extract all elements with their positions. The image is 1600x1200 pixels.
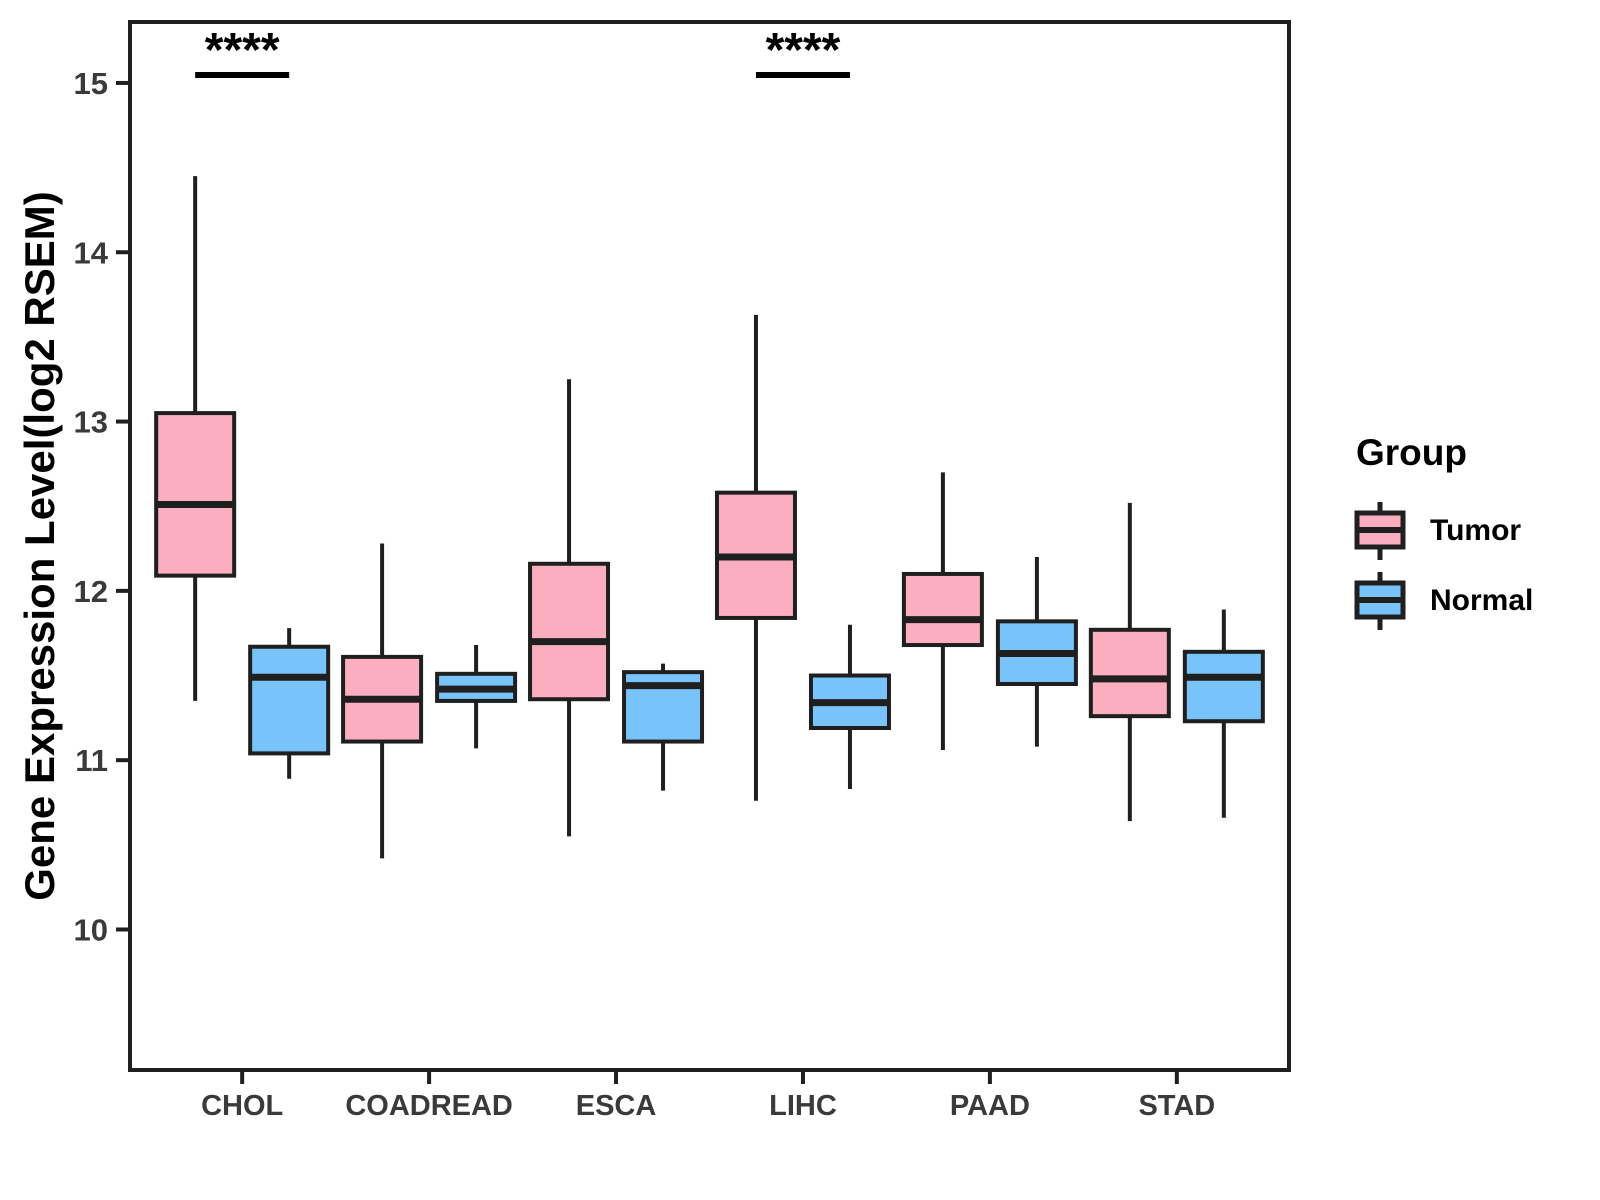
significance-stars-LIHC: **** (766, 24, 841, 77)
y-tick-label: 11 (75, 743, 108, 778)
y-axis-title: Gene Expression Level(log2 RSEM) (16, 191, 63, 901)
box-tumor-ESCA (528, 561, 611, 702)
box-tumor-PAAD (901, 571, 984, 648)
legend: Group Tumor Normal (1352, 432, 1533, 636)
legend-label-normal: Normal (1430, 584, 1534, 617)
legend-label-tumor: Tumor (1430, 514, 1522, 547)
x-tick-label-CHOL: CHOL (201, 1090, 283, 1122)
y-tick-label: 13 (74, 405, 108, 440)
x-tick-label-PAAD: PAAD (950, 1090, 1030, 1122)
legend-entry-tumor: Tumor (1352, 496, 1533, 566)
normal-boxplot-glyph (1354, 572, 1406, 630)
legend-entry-normal: Normal (1352, 566, 1533, 636)
y-tick-label: 10 (74, 912, 108, 947)
y-tick-label: 15 (74, 66, 108, 101)
y-tick-label: 12 (74, 574, 108, 609)
x-tick-label-STAD: STAD (1138, 1090, 1215, 1122)
y-tick-label: 14 (74, 235, 109, 270)
tumor-boxplot-glyph (1354, 502, 1406, 560)
x-tick-label-ESCA: ESCA (576, 1090, 657, 1122)
x-tick-label-COADREAD: COADREAD (345, 1090, 513, 1122)
box-normal-STAD (1182, 649, 1265, 724)
panel-border (128, 20, 1291, 1072)
box-tumor-CHOL (154, 411, 237, 578)
significance-stars-CHOL: **** (205, 24, 280, 77)
box-tumor-STAD (1088, 627, 1171, 719)
box-normal-CHOL (248, 644, 331, 756)
x-tick-label-LIHC: LIHC (769, 1090, 837, 1122)
legend-title: Group (1356, 432, 1467, 473)
